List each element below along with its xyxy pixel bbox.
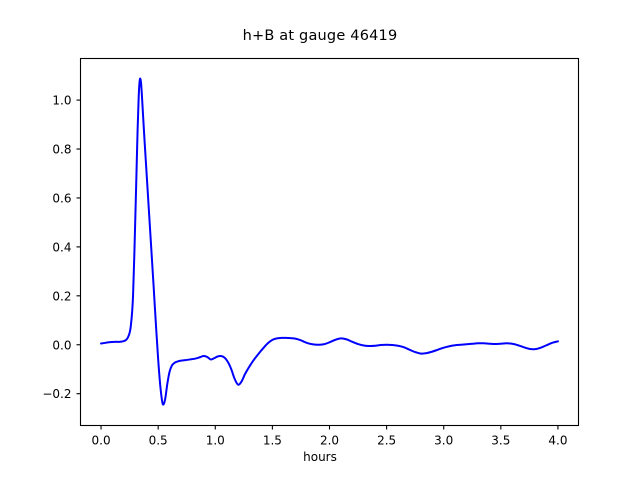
- x-tick-label: 2.5: [377, 434, 396, 448]
- x-axis-label: hours: [303, 450, 337, 464]
- x-tick-label: 2.0: [320, 434, 339, 448]
- y-tick-label: 0.0: [52, 338, 71, 352]
- x-tick-label: 0.0: [92, 434, 111, 448]
- data-series-group: [100, 77, 559, 406]
- y-tick-label: 0.6: [52, 191, 71, 205]
- x-tick-label: 3.0: [434, 434, 453, 448]
- y-tick-label: 0.8: [52, 143, 71, 157]
- x-tick-label: 1.0: [206, 434, 225, 448]
- x-tick-label: 0.5: [149, 434, 168, 448]
- y-tick-label: 0.2: [52, 289, 71, 303]
- axes: 0.0 0.5 1.0 1.5 2.0 2.5 3.0 3.5 4.0 −0.2 0.0 0.2 0.…: [42, 57, 580, 448]
- y-axis-ticks: −0.2 0.0 0.2 0.4 0.6 0.8 1.0: [42, 94, 81, 401]
- y-tick-label: 0.4: [52, 240, 71, 254]
- axes-frame: [79, 57, 580, 427]
- x-axis-ticks: 0.0 0.5 1.0 1.5 2.0 2.5 3.0 3.5 4.0: [92, 425, 567, 448]
- x-tick-label: 4.0: [548, 434, 567, 448]
- x-tick-label: 3.5: [491, 434, 510, 448]
- data-line-0: [100, 77, 559, 406]
- x-tick-label: 1.5: [263, 434, 282, 448]
- y-tick-label: −0.2: [42, 387, 71, 401]
- y-tick-label: 1.0: [52, 94, 71, 108]
- chart-title: h+B at gauge 46419: [242, 28, 398, 44]
